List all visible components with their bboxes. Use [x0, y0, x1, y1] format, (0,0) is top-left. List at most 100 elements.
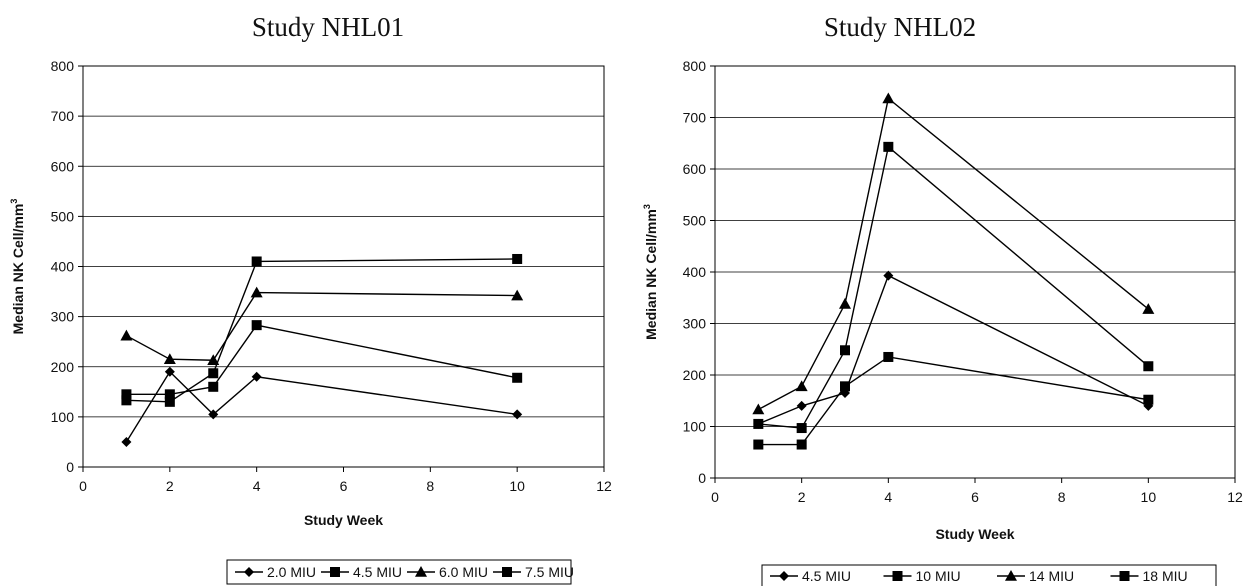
data-point-4-1	[753, 418, 764, 429]
data-point-3-1	[120, 329, 133, 341]
data-point-3-5	[1142, 303, 1155, 314]
x-tick-label: 10	[1141, 489, 1157, 505]
x-tick-label: 10	[509, 478, 525, 494]
data-point-2-4	[251, 320, 262, 331]
x-tick-label: 8	[426, 478, 434, 494]
legend-item-2: 4.5 MIU	[321, 564, 402, 580]
legend-marker	[330, 567, 340, 577]
x-tick-label: 6	[971, 489, 979, 505]
data-point-2-5	[1143, 394, 1154, 405]
legend-item-3: 14 MIU	[997, 568, 1074, 584]
chart-1: Study NHL01 0 100 200 300 400 500 600 700 800 0 2 4 6…	[9, 12, 612, 585]
legend-label: 2.0 MIU	[267, 564, 316, 580]
data-point-3-3	[207, 354, 220, 366]
x-axis-label: Study Week	[304, 512, 383, 528]
y-tick-label: 500	[51, 208, 75, 224]
y-axis-label-superscript: 3	[642, 204, 652, 209]
y-tick-label: 800	[683, 58, 707, 74]
x-tick-label: 0	[79, 478, 87, 494]
legend-item-4: 18 MIU	[1110, 568, 1188, 584]
data-point-4-4	[251, 256, 262, 267]
data-point-1-5	[512, 409, 523, 420]
series-line-4	[126, 258, 518, 403]
x-tick-label: 12	[596, 478, 612, 494]
legend-item-1: 4.5 MIU	[770, 568, 851, 584]
y-tick-label: 200	[51, 359, 75, 375]
legend-marker	[892, 571, 903, 581]
legend-label: 4.5 MIU	[802, 568, 851, 584]
data-point-3-3	[839, 297, 851, 309]
chart-2: Study NHL02 0 100 200 300 400 500 600 700 800 0 2 4 6…	[642, 12, 1243, 586]
series-line-4	[758, 145, 1149, 429]
legend-label: 10 MIU	[916, 568, 961, 584]
chart-title: Study NHL02	[824, 12, 976, 42]
data-point-4-5	[1143, 361, 1154, 372]
data-point-3-4	[250, 286, 263, 298]
y-tick-label: 100	[683, 419, 707, 435]
data-point-3-5	[511, 289, 524, 301]
x-tick-label: 2	[166, 478, 174, 494]
data-point-2-4	[883, 351, 894, 362]
legend-label: 14 MIU	[1029, 568, 1074, 584]
y-tick-label: 200	[683, 367, 707, 383]
data-point-1-1	[121, 436, 132, 447]
legend-marker	[244, 567, 254, 577]
y-tick-label: 700	[51, 108, 75, 124]
legend-label: 4.5 MIU	[353, 564, 402, 580]
x-tick-label: 0	[711, 489, 719, 505]
series-line-1	[125, 370, 518, 443]
legend-item-3: 6.0 MIU	[407, 564, 488, 580]
data-point-3-1	[752, 403, 765, 415]
data-point-3-4	[882, 92, 895, 104]
data-point-1-4	[883, 270, 894, 281]
x-tick-label: 4	[253, 478, 261, 494]
data-point-1-2	[164, 366, 175, 377]
x-axis-label: Study Week	[935, 526, 1014, 542]
data-point-2-3	[840, 381, 850, 392]
legend-item-2: 10 MIU	[883, 568, 961, 584]
y-tick-label: 500	[683, 213, 707, 229]
data-point-4-2	[796, 423, 807, 434]
y-tick-label: 300	[51, 309, 75, 325]
legend-marker	[1119, 571, 1130, 581]
y-axis-label: Median NK Cell/mm3	[9, 199, 26, 335]
data-point-2-1	[121, 389, 132, 400]
x-tick-label: 2	[798, 489, 806, 505]
y-axis-label-superscript: 3	[9, 199, 19, 204]
legend-label: 18 MIU	[1143, 568, 1188, 584]
legend-label: 6.0 MIU	[439, 564, 488, 580]
y-tick-label: 0	[66, 459, 74, 475]
y-axis-label: Median NK Cell/mm3	[642, 204, 659, 340]
data-point-2-3	[208, 381, 219, 392]
data-point-4-1	[121, 395, 132, 406]
y-tick-label: 400	[51, 259, 75, 275]
series-line-3	[126, 291, 518, 361]
data-point-4-4	[883, 141, 894, 152]
y-tick-label: 0	[698, 470, 706, 486]
data-point-2-5	[512, 372, 523, 383]
legend-item-1: 2.0 MIU	[235, 564, 316, 580]
data-point-3-2	[795, 380, 808, 392]
y-tick-label: 700	[683, 110, 707, 126]
legend-marker	[1005, 570, 1017, 581]
data-point-4-5	[512, 253, 523, 264]
y-tick-label: 300	[683, 316, 707, 332]
data-point-2-2	[796, 439, 807, 450]
data-point-4-3	[208, 368, 219, 379]
legend-box	[761, 564, 1217, 586]
y-tick-label: 100	[51, 409, 75, 425]
y-tick-label: 800	[51, 58, 75, 74]
x-tick-label: 8	[1058, 489, 1066, 505]
data-point-1-2	[796, 400, 807, 411]
y-tick-label: 400	[683, 264, 707, 280]
legend: 4.5 MIU 10 MIU 14 MIU 18 MIU	[761, 564, 1217, 586]
legend: 2.0 MIU 4.5 MIU 6.0 MIU 7.5 MIU	[226, 559, 574, 585]
y-tick-label: 600	[51, 158, 75, 174]
data-point-4-3	[840, 345, 850, 356]
data-point-4-2	[164, 396, 175, 407]
data-point-2-1	[753, 439, 764, 450]
legend-item-4: 7.5 MIU	[493, 564, 574, 580]
x-tick-label: 6	[340, 478, 348, 494]
legend-marker	[502, 567, 512, 577]
